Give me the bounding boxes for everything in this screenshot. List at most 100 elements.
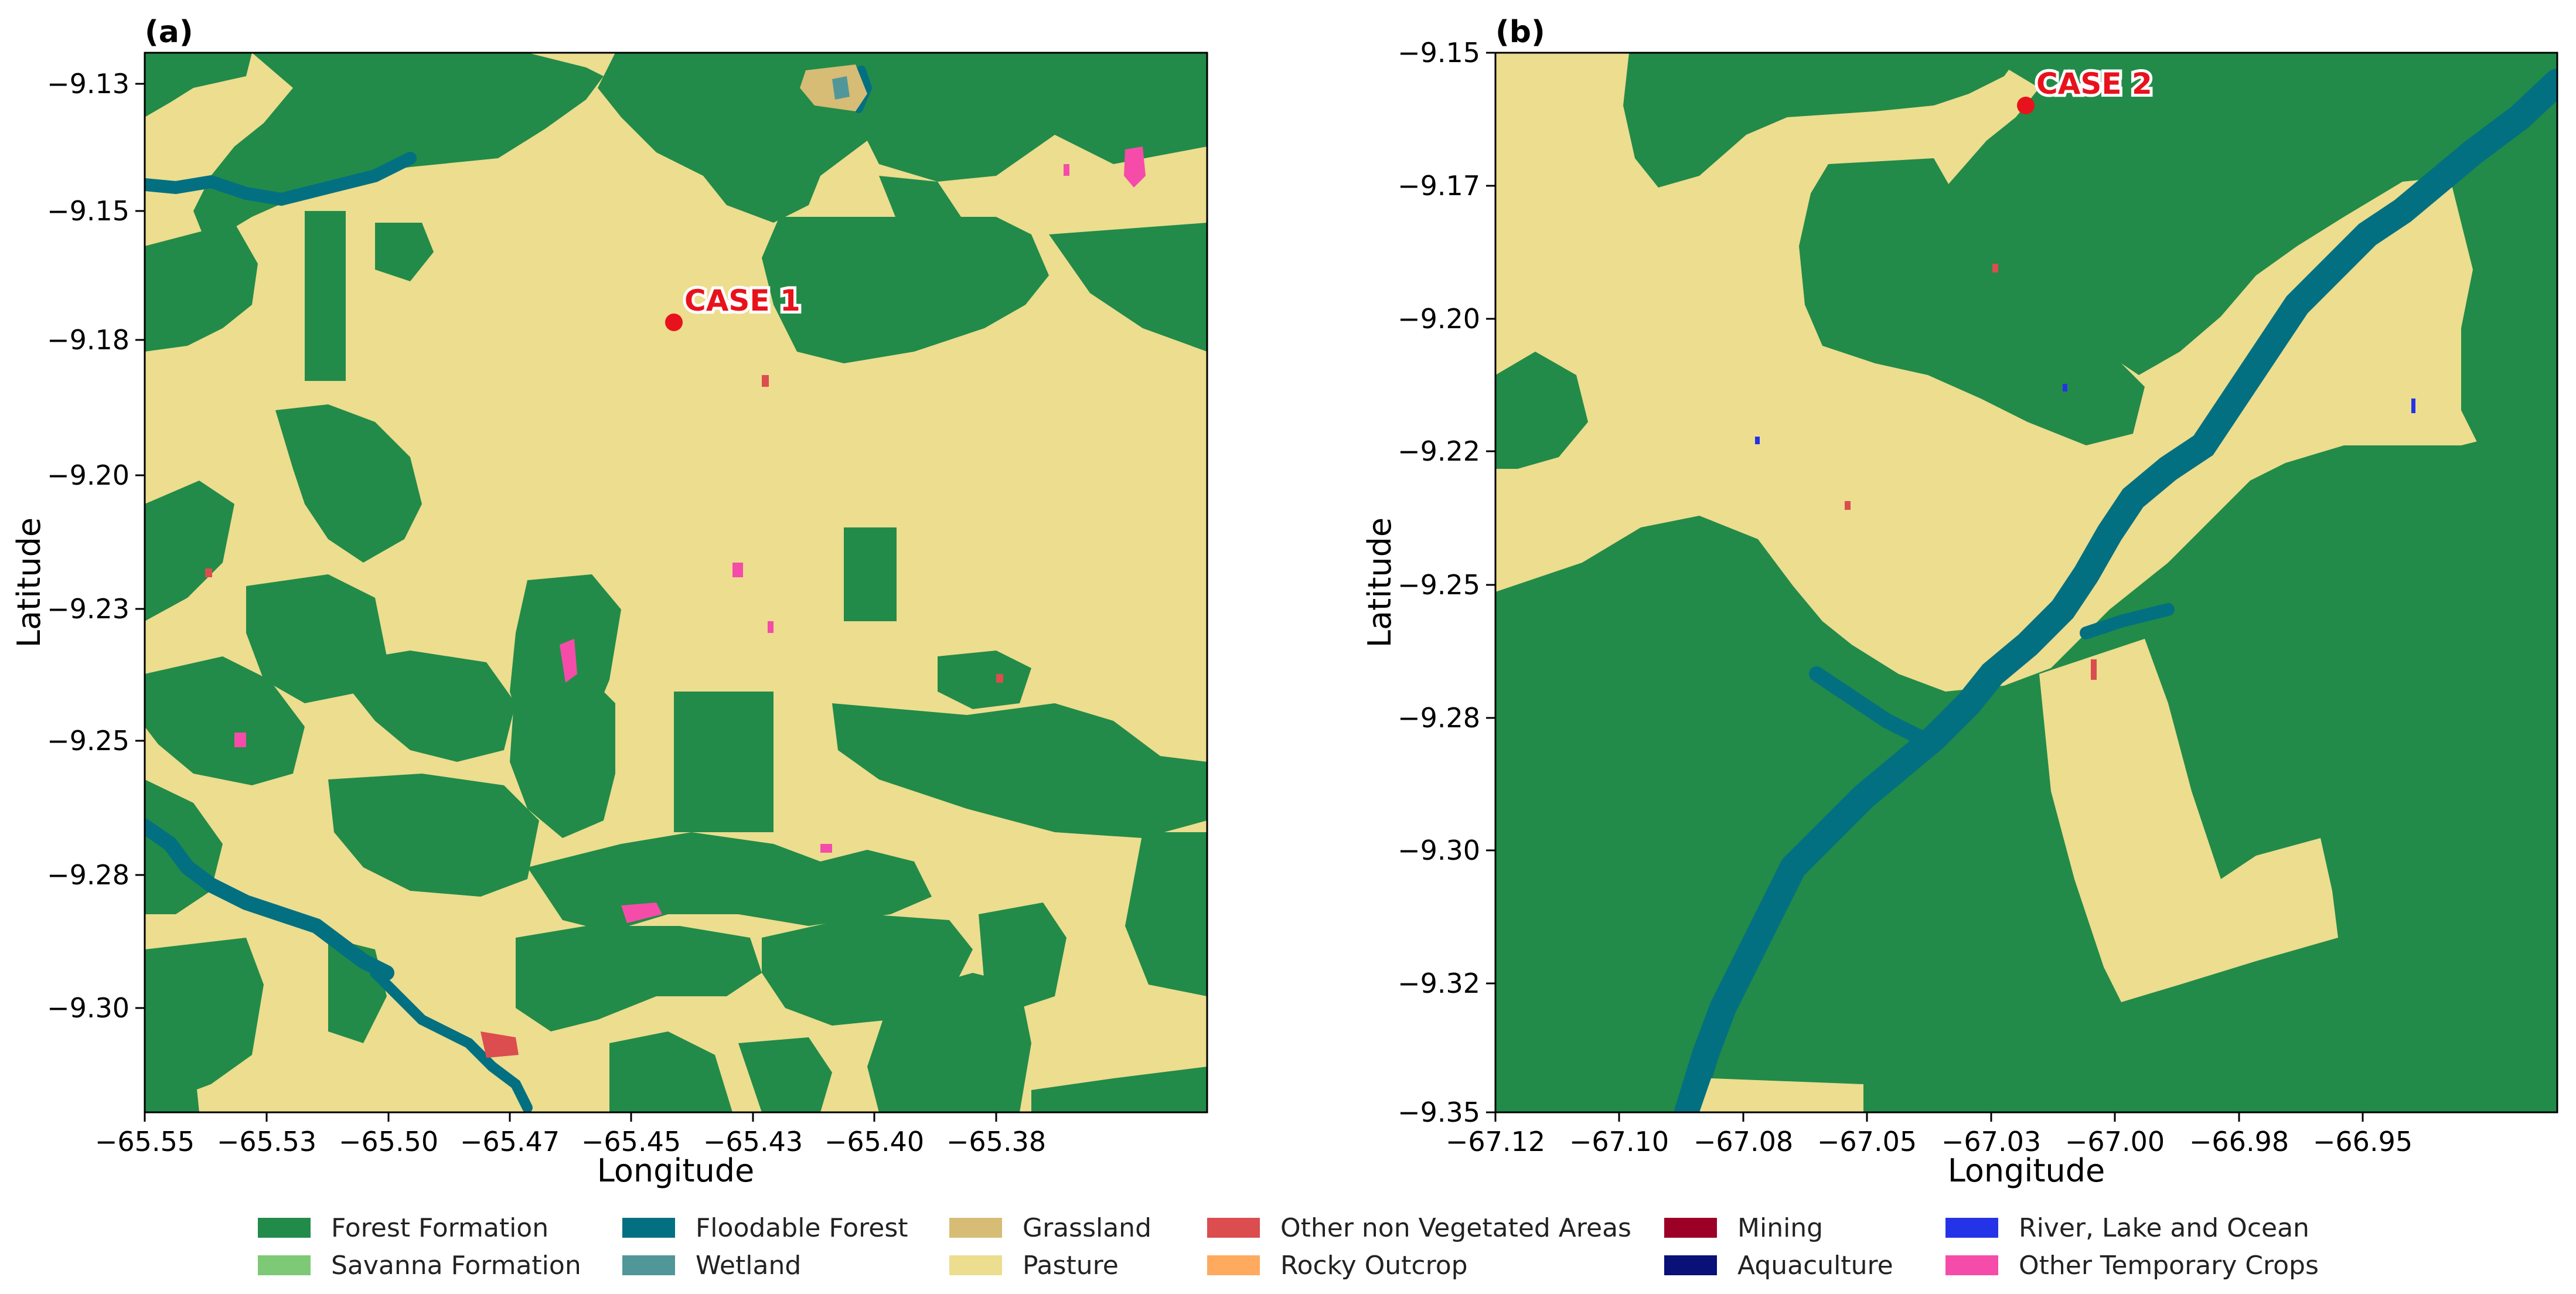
y-tick-label: −9.25 [47,725,130,757]
panel-a-ylabel: Latitude [11,517,47,648]
x-tick-label: −67.10 [1569,1126,1669,1157]
legend-item: Savanna Formation [258,1248,581,1283]
panel-b-map [1495,53,2557,1112]
panel-b-pasture-block-south [2039,639,2338,1002]
panel-a-xlabel: Longitude [597,1152,755,1189]
legend-swatch [1945,1218,1998,1238]
panel-a-floodable-forest [145,66,873,1112]
legend-label: Rocky Outcrop [1280,1250,1468,1281]
y-tick-label: −9.22 [1398,435,1480,467]
legend-swatch [622,1255,675,1275]
y-tick-label: −9.35 [1398,1097,1480,1128]
x-tick-label: −65.50 [339,1126,438,1157]
panel-b-ylabel: Latitude [1361,517,1398,648]
panel-a: (a) [11,15,1208,1189]
x-tick-label: −65.43 [703,1126,803,1157]
legend-swatch [949,1218,1002,1238]
x-tick-label: −67.12 [1446,1126,1545,1157]
legend-item: Grassland [949,1210,1151,1245]
x-tick-label: −66.98 [2189,1126,2289,1157]
legend-item: Forest Formation [258,1210,548,1245]
legend-label: Grassland [1023,1213,1151,1243]
legend-swatch [1207,1255,1260,1275]
legend-label: Wetland [696,1250,802,1281]
legend-swatch [622,1218,675,1238]
panel-b-xaxis: −67.12 −67.10 −67.08 −67.05 −67.03 −67.00 −66.… [1446,1112,2413,1157]
y-tick-label: −9.13 [47,68,130,100]
x-tick-label: −66.95 [2313,1126,2413,1157]
panel-a-wetland-patch [832,76,850,100]
legend-swatch [949,1255,1002,1275]
x-tick-label: −67.05 [1817,1126,1917,1157]
legend-label: Pasture [1023,1250,1119,1281]
x-tick-label: −65.53 [217,1126,316,1157]
x-tick-label: −67.00 [2065,1126,2165,1157]
y-tick-label: −9.28 [47,859,130,891]
x-tick-label: −67.08 [1694,1126,1793,1157]
y-tick-label: −9.28 [1398,702,1480,734]
panel-b-non-vegetated-areas [1845,264,2097,680]
legend-item: Aquaculture [1664,1248,1893,1283]
legend-label: River, Lake and Ocean [2019,1213,2309,1243]
legend-label: Forest Formation [331,1213,549,1243]
x-tick-label: −65.40 [824,1126,924,1157]
case-1-label: CASE 1 [684,284,800,318]
panel-b-yaxis: −9.15 −9.17 −9.20 −9.22 −9.25 −9.28 −9.30 −9.32… [1398,37,1495,1128]
legend-label: Other Temporary Crops [2019,1250,2319,1281]
legend-item: Rocky Outcrop [1207,1248,1468,1283]
legend-label: Mining [1737,1213,1824,1243]
legend-label: Other non Vegetated Areas [1280,1213,1631,1243]
x-tick-label: −65.45 [581,1126,681,1157]
y-tick-label: −9.30 [1398,835,1480,866]
panel-b-floodable-forest [1674,69,2557,1112]
legend: Forest Formation Savanna Formation Floodab… [258,1210,2367,1286]
panel-b-label: (b) [1495,15,1545,50]
x-tick-label: −65.38 [946,1126,1046,1157]
legend-item: Mining [1664,1210,1823,1245]
panel-a-map [145,53,1207,1112]
legend-item: Other Temporary Crops [1945,1248,2319,1283]
x-tick-label: −65.55 [95,1126,195,1157]
legend-item: Pasture [949,1248,1119,1283]
x-tick-label: −67.03 [1941,1126,2041,1157]
legend-swatch [258,1255,311,1275]
panel-a-label: (a) [145,15,193,50]
case-2-label: CASE 2 [2036,67,2152,101]
legend-swatch [1945,1255,1998,1275]
legend-item: Floodable Forest [622,1210,908,1245]
legend-label: Savanna Formation [331,1250,581,1281]
legend-swatch [258,1218,311,1238]
case-2-marker [2017,97,2035,114]
panel-b-river-lake-ocean [1755,384,2415,444]
y-tick-label: −9.20 [1398,303,1480,335]
y-tick-label: −9.32 [1398,968,1480,999]
y-tick-label: −9.18 [47,324,130,356]
panel-b-pasture-block-west [1699,1078,1863,1112]
panel-a-frame [144,52,1208,1113]
y-tick-label: −9.20 [47,459,130,491]
panel-a-yaxis: −9.13 −9.15 −9.18 −9.20 −9.23 −9.25 −9.28 −9.30 [47,68,145,1024]
y-tick-label: −9.17 [1398,170,1480,202]
legend-swatch [1664,1255,1717,1275]
case-1-marker [665,314,683,331]
legend-label: Floodable Forest [696,1213,908,1243]
x-tick-label: −65.47 [460,1126,560,1157]
panel-b: (b) [1361,15,2558,1189]
legend-swatch [1664,1218,1717,1238]
y-tick-label: −9.15 [47,195,130,227]
y-tick-label: −9.15 [1398,37,1480,69]
legend-item: River, Lake and Ocean [1945,1210,2309,1245]
panel-b-xlabel: Longitude [1948,1152,2105,1189]
legend-label: Aquaculture [1737,1250,1893,1281]
panel-a-xaxis: −65.55 −65.53 −65.50 −65.47 −65.45 −65.43 −65.… [95,1112,1046,1157]
legend-item: Wetland [622,1248,801,1283]
panel-b-frame [1494,52,2558,1113]
panel-a-other-temporary-crops [234,147,1146,923]
y-tick-label: −9.25 [1398,569,1480,601]
y-tick-label: −9.23 [47,593,130,625]
legend-swatch [1207,1218,1260,1238]
legend-item: Other non Vegetated Areas [1207,1210,1631,1245]
panel-a-non-vegetated-areas [205,375,1003,1058]
y-tick-label: −9.30 [47,992,130,1024]
